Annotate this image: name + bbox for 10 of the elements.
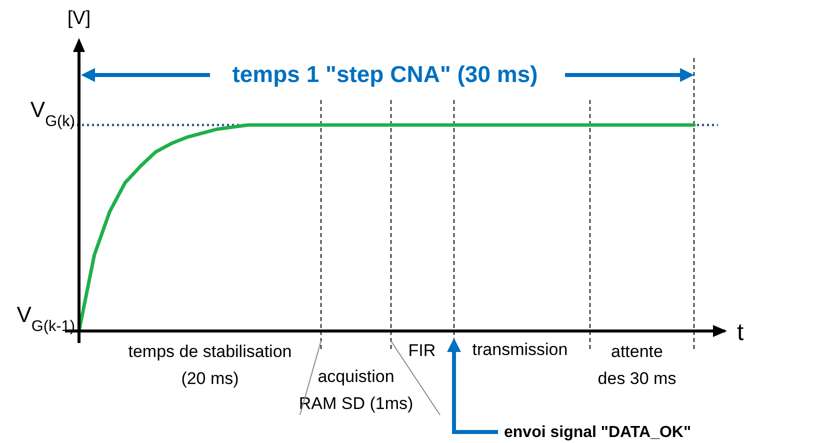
x-axis-title: t [737, 319, 744, 346]
text: transmission [472, 340, 568, 359]
text: [V] [67, 8, 91, 29]
text: attente des 30 ms [598, 342, 676, 388]
text: temps 1 "step CNA" (30 ms) [232, 61, 538, 87]
text: temps de stabilisation (20 ms) [128, 342, 292, 388]
ref-line-label: V$_{G(k)}$ [30, 97, 75, 130]
text: envoi signal "DATA_OK" [504, 424, 692, 441]
text: acquistion RAM SD (1ms) [298, 367, 414, 413]
text: FIR [408, 341, 436, 360]
